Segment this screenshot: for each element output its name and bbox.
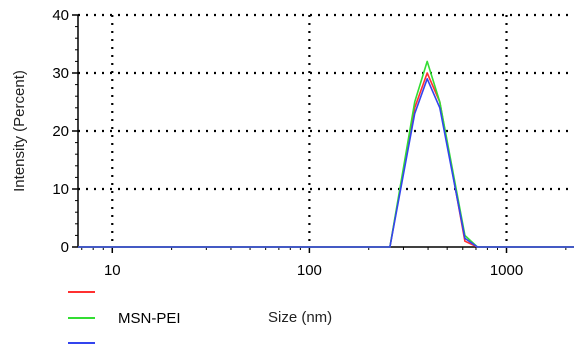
x-tick-label: 10 <box>104 262 121 279</box>
series-lines <box>78 60 574 248</box>
series-line-2 <box>78 60 574 248</box>
y-axis-title: Intensity (Percent) <box>11 70 28 192</box>
grid <box>78 13 574 247</box>
legend: MSN-PEI <box>68 291 181 344</box>
y-tick-label: 40 <box>52 7 69 24</box>
x-tick-label: 100 <box>297 262 322 279</box>
series-line-1 <box>78 72 574 248</box>
y-tick-label: 0 <box>61 239 69 256</box>
y-tick-label: 30 <box>52 65 69 82</box>
x-axis-title: Size (nm) <box>268 309 332 326</box>
y-tick-label: 20 <box>52 123 69 140</box>
series-line-3 <box>78 78 574 248</box>
axes <box>72 14 574 253</box>
tick-labels: 0 10 20 30 40 10 100 1000 <box>52 7 523 279</box>
legend-label-2: MSN-PEI <box>118 310 181 327</box>
x-tick-label: 1000 <box>490 262 523 279</box>
y-tick-label: 10 <box>52 181 69 198</box>
